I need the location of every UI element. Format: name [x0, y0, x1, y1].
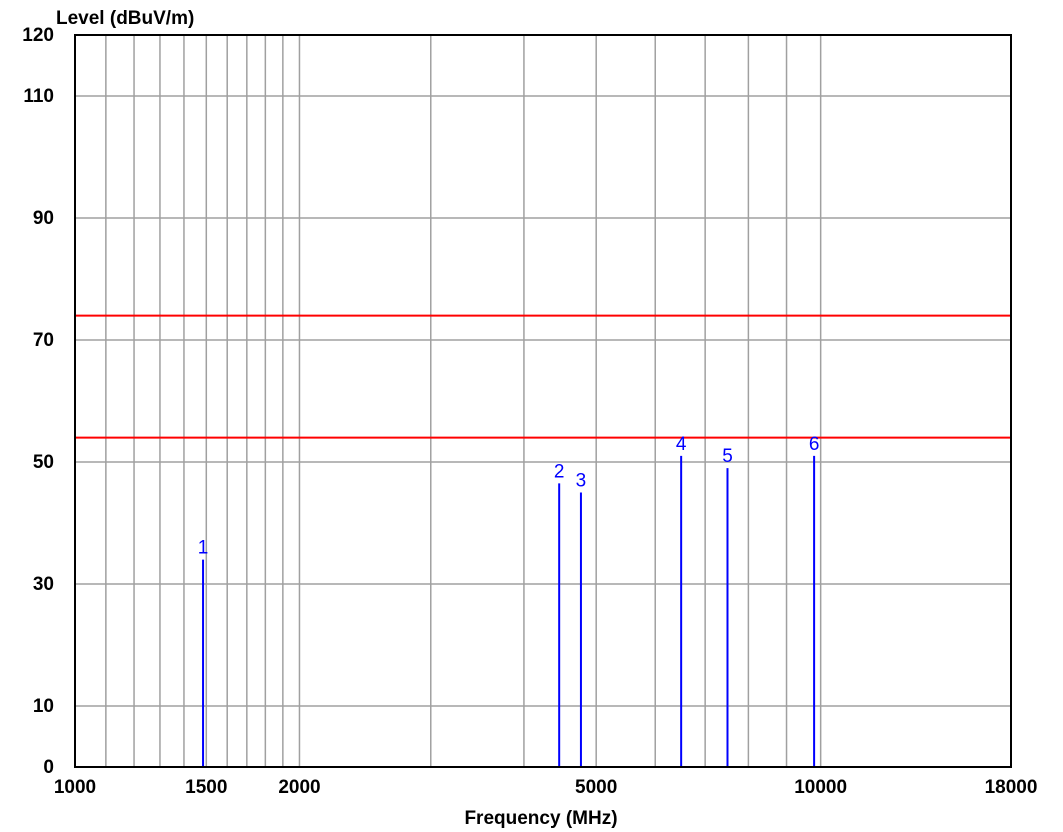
marker-label-2: 2 [554, 461, 565, 482]
x-tick-label: 10000 [794, 777, 847, 798]
x-tick-label: 18000 [985, 777, 1038, 798]
plot-frame [74, 34, 1012, 768]
limit-lines [75, 314, 1011, 439]
y-tick-label: 50 [33, 452, 54, 473]
marker-label-1: 1 [198, 538, 209, 559]
marker-label-3: 3 [576, 471, 587, 492]
y-tick-labels: 0 10 30 50 70 90 110 120 [22, 25, 54, 778]
x-tick-label: 1000 [54, 777, 96, 798]
marker-label-4: 4 [676, 434, 687, 455]
y-tick-label: 90 [33, 208, 54, 229]
x-axis-title: Frequency (MHz) [464, 808, 617, 829]
y-tick-label: 110 [23, 86, 54, 107]
marker-label-5: 5 [722, 446, 733, 467]
x-tick-label: 1500 [185, 777, 227, 798]
x-tick-label: 5000 [575, 777, 617, 798]
y-tick-label: 70 [33, 330, 54, 351]
x-tick-labels: 1000 1500 2000 5000 10000 18000 [54, 777, 1038, 798]
marker-label-6: 6 [809, 434, 820, 455]
y-tick-label: 0 [43, 757, 54, 778]
x-tick-label: 2000 [278, 777, 320, 798]
y-tick-label: 30 [33, 574, 54, 595]
y-tick-label: 10 [33, 696, 54, 717]
y-axis-title: Level (dBuV/m) [56, 8, 194, 29]
y-tick-label: 120 [22, 25, 54, 46]
grid-lines [74, 34, 1012, 768]
